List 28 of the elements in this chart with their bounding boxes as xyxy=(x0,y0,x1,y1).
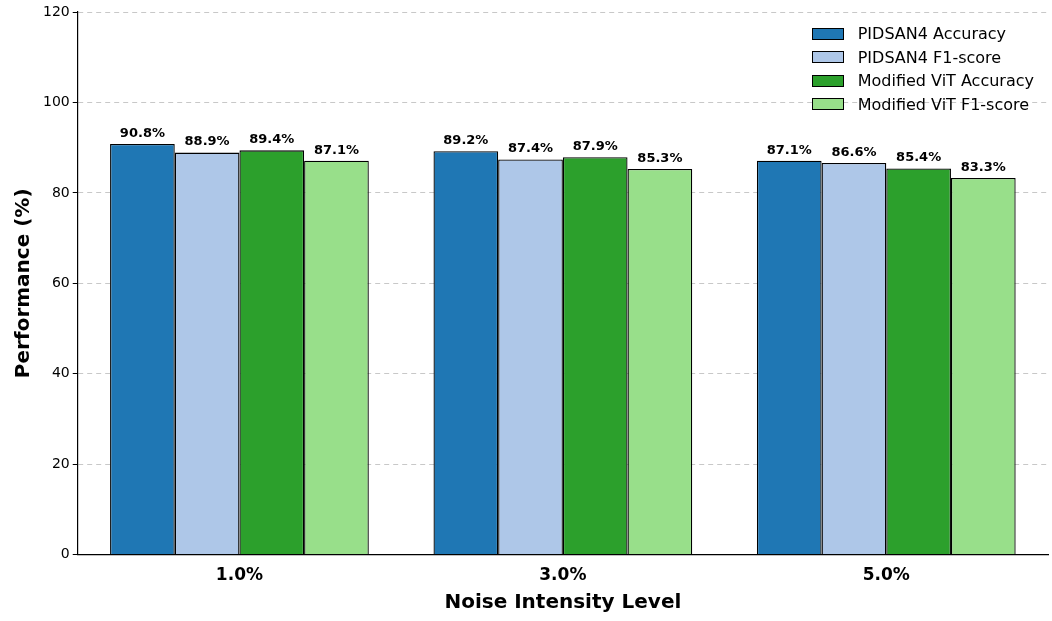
x-tick-label: 3.0% xyxy=(539,564,587,585)
x-axis-title: Noise Intensity Level xyxy=(444,589,682,614)
y-tick-label: 100 xyxy=(42,93,70,110)
y-tick-label: 40 xyxy=(51,364,70,381)
y-tick-label: 80 xyxy=(51,183,70,200)
data-label: 88.9% xyxy=(184,133,230,149)
x-tick-label: 1.0% xyxy=(215,564,264,585)
legend-label: PIDSAN4 F1-score xyxy=(857,46,1002,69)
data-label: 89.4% xyxy=(249,131,295,147)
data-label: 83.3% xyxy=(960,158,1006,174)
data-label: 90.8% xyxy=(119,124,165,140)
data-label: 87.1% xyxy=(766,141,812,157)
y-tick-label: 60 xyxy=(51,273,70,290)
data-label: 87.1% xyxy=(313,141,360,157)
data-label: 89.2% xyxy=(443,132,489,148)
data-label: 85.3% xyxy=(637,149,683,165)
x-tick-label: 5.0% xyxy=(862,564,910,585)
y-tick-label: 120 xyxy=(42,2,70,19)
y-tick-label: 20 xyxy=(51,454,70,471)
data-label: 85.4% xyxy=(896,149,942,165)
data-label: 87.4% xyxy=(507,140,554,156)
data-label: 86.6% xyxy=(831,143,877,159)
data-label: 87.9% xyxy=(572,138,618,154)
legend-label: PIDSAN4 Accuracy xyxy=(857,23,1007,45)
legend-label: Modified ViT Accuracy xyxy=(857,70,1034,92)
legend-label: Modified ViT F1-score xyxy=(857,93,1030,116)
y-tick-label: 0 xyxy=(60,545,70,562)
y-axis-title: Performance (%) xyxy=(10,188,35,379)
